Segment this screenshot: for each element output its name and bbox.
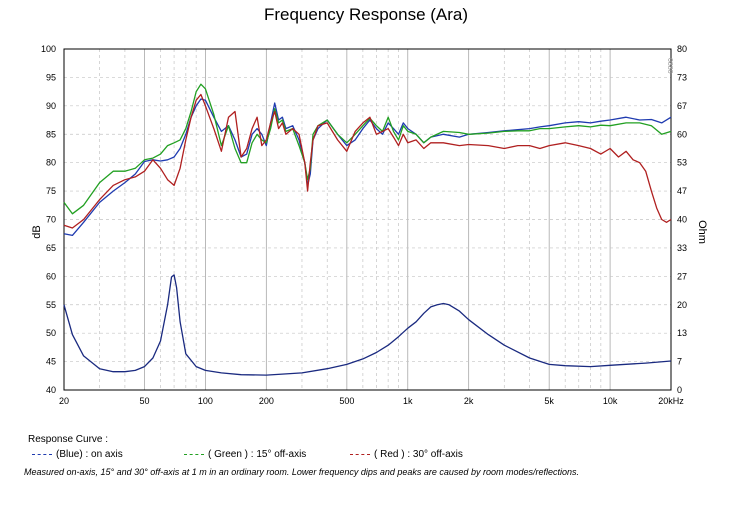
series-blue-on-axis	[63, 98, 672, 237]
y2-tick-label: 27	[677, 271, 687, 281]
y2-tick-label: 40	[677, 215, 687, 225]
x-tick-label: 2k	[464, 396, 474, 406]
series-lines	[63, 83, 672, 376]
y-tick-label: 85	[46, 129, 56, 139]
y2-tick-label: 73	[677, 72, 687, 82]
x-tick-label: 5k	[544, 396, 554, 406]
y2-tick-label: 0	[677, 385, 682, 395]
y2-axis-label: Ohm	[696, 220, 708, 244]
legend-item-red: ( Red ) : 30° off-axis	[350, 449, 463, 460]
y-tick-label: 65	[46, 243, 56, 253]
y-tick-label: 75	[46, 186, 56, 196]
series-impedance	[63, 274, 672, 376]
y-tick-label: 70	[46, 215, 56, 225]
watermark-text: 0880	[666, 58, 673, 74]
y-tick-label: 55	[46, 300, 56, 310]
y-tick-label: 50	[46, 328, 56, 338]
y-axis-label: dB	[31, 225, 43, 238]
y2-tick-label: 80	[677, 44, 687, 54]
legend-label-blue: (Blue) : on axis	[56, 449, 123, 460]
x-tick-label: 1k	[403, 396, 413, 406]
x-tick-label: 10k	[603, 396, 618, 406]
x-tick-label: 200	[259, 396, 274, 406]
x-tick-label: 20	[59, 396, 69, 406]
y2-tick-label: 7	[677, 357, 682, 367]
legend-item-blue: (Blue) : on axis	[32, 449, 123, 460]
frequency-response-chart: Frequency Response (Ara) 20 50 100 200 500 1k…	[31, 5, 708, 406]
series-green-15deg	[63, 83, 672, 215]
y2-tick-label: 47	[677, 186, 687, 196]
y-tick-label: 90	[46, 101, 56, 111]
legend-item-green: ( Green ) : 15° off-axis	[184, 449, 306, 460]
legend-label-red: ( Red ) : 30° off-axis	[374, 449, 463, 460]
y-tick-label: 100	[41, 44, 56, 54]
measurement-note: Measured on-axis, 15° and 30° off-axis a…	[24, 467, 579, 477]
chart-title: Frequency Response (Ara)	[264, 5, 468, 24]
series-red-30deg	[63, 93, 672, 229]
y2-tick-label: 60	[677, 129, 687, 139]
legend-swatch-red	[350, 454, 370, 455]
y-tick-label: 95	[46, 72, 56, 82]
y-tick-label: 40	[46, 385, 56, 395]
legend-swatch-blue	[32, 454, 52, 455]
x-tick-label: 50	[140, 396, 150, 406]
x-tick-label: 20kHz	[658, 396, 684, 406]
y-tick-label: 60	[46, 271, 56, 281]
x-tick-label: 100	[198, 396, 213, 406]
grid	[64, 49, 671, 390]
tick-labels: 20 50 100 200 500 1k 2k 5k 10k 20kHz4045505560657…	[41, 44, 687, 406]
y-tick-label: 45	[46, 357, 56, 367]
legend-label-green: ( Green ) : 15° off-axis	[208, 449, 307, 460]
y2-tick-label: 13	[677, 328, 687, 338]
y-tick-label: 80	[46, 158, 56, 168]
y2-tick-label: 33	[677, 243, 687, 253]
y2-tick-label: 20	[677, 300, 687, 310]
legend-swatch-green	[184, 454, 204, 455]
legend-title: Response Curve :	[28, 434, 109, 445]
y2-tick-label: 53	[677, 158, 687, 168]
y2-tick-label: 67	[677, 101, 687, 111]
x-tick-label: 500	[339, 396, 354, 406]
